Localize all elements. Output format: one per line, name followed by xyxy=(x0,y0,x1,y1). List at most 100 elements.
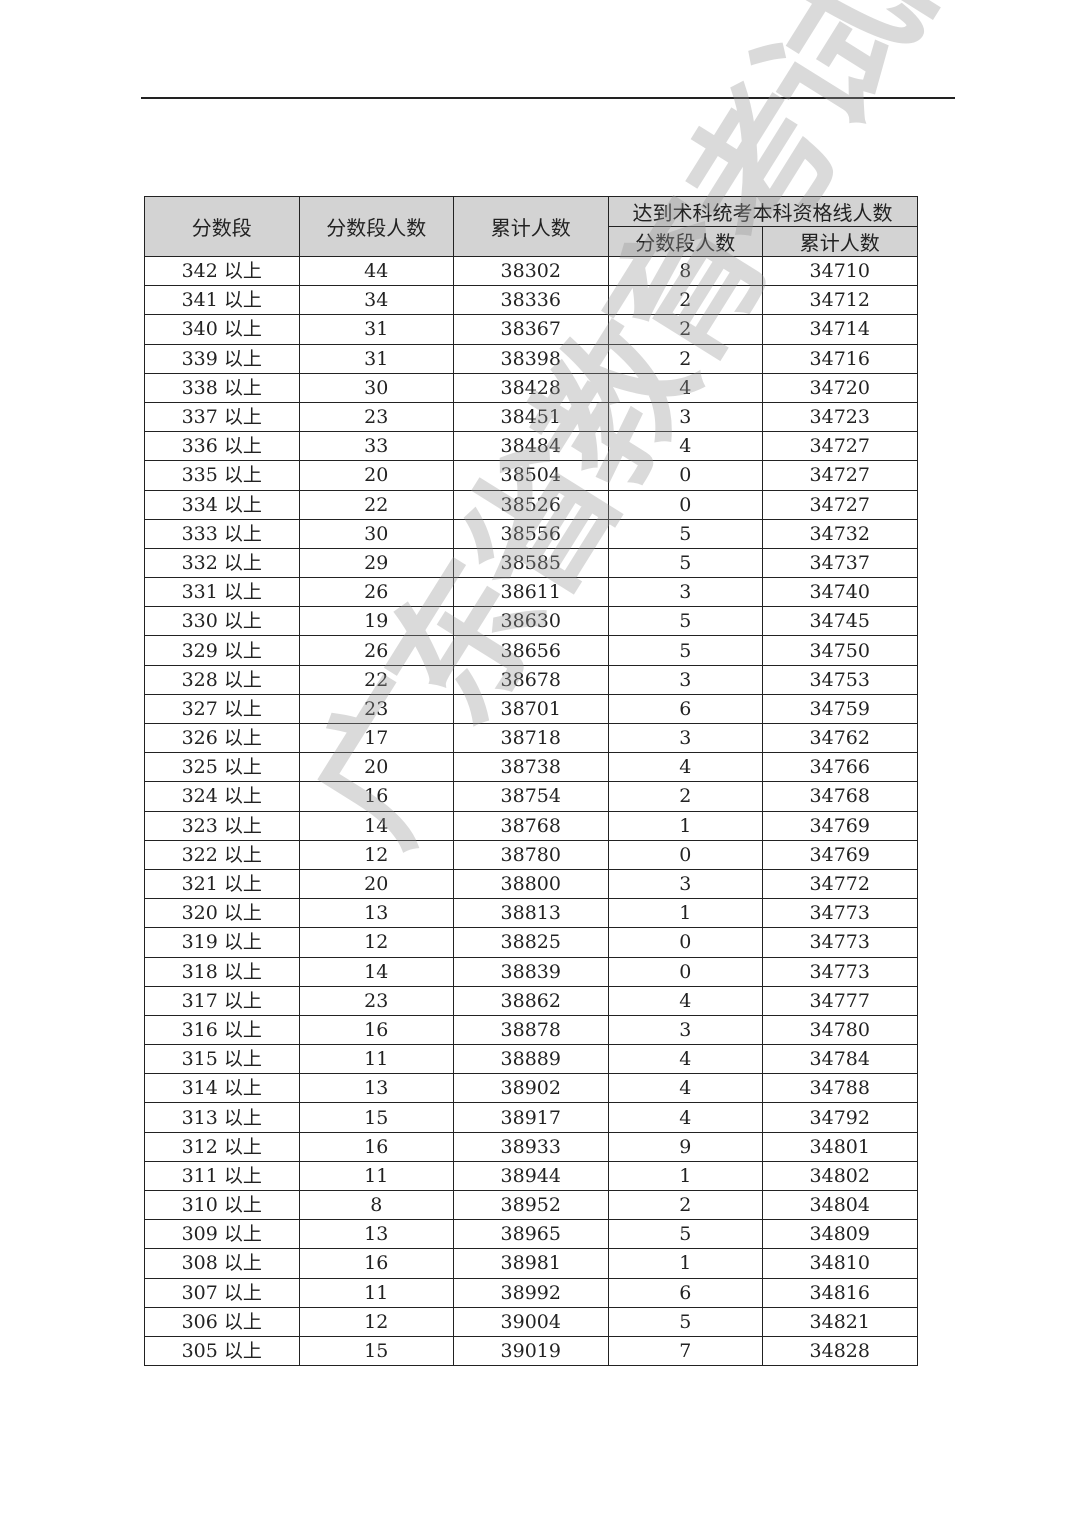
score-band-cell: 320 以上 xyxy=(144,898,300,929)
qualified-cumulative-cell: 34772 xyxy=(762,868,918,900)
cumulative-cell: 38398 xyxy=(453,343,609,374)
qualified-band-count-cell: 0 xyxy=(607,460,763,491)
table-row: 341 以上 34 38336 2 34712 xyxy=(144,285,918,316)
band-count-cell: 14 xyxy=(298,956,454,987)
col-header-band-count: 分数段人数 xyxy=(298,196,454,257)
band-count-cell: 22 xyxy=(298,489,454,520)
qualified-cumulative-cell: 34769 xyxy=(762,810,918,841)
band-count-cell: 30 xyxy=(298,372,454,403)
table-row: 316 以上 16 38878 3 34780 xyxy=(144,1014,918,1046)
qualified-cumulative-cell: 34828 xyxy=(762,1335,918,1367)
band-count-cell: 26 xyxy=(298,577,454,608)
score-band-cell: 314 以上 xyxy=(144,1073,300,1104)
qualified-band-count-cell: 3 xyxy=(607,868,763,900)
band-count-cell: 11 xyxy=(298,1160,454,1192)
score-band-cell: 340 以上 xyxy=(144,314,300,345)
qualified-band-count-cell: 4 xyxy=(607,1073,763,1104)
cumulative-cell: 38585 xyxy=(453,547,609,579)
score-band-cell: 322 以上 xyxy=(144,839,300,870)
cumulative-cell: 38754 xyxy=(453,781,609,812)
score-band-cell: 313 以上 xyxy=(144,1102,300,1133)
table-row: 335 以上 20 38504 0 34727 xyxy=(144,460,918,491)
cumulative-cell: 38451 xyxy=(453,401,609,433)
band-count-cell: 44 xyxy=(298,255,454,287)
table-row: 314 以上 13 38902 4 34788 xyxy=(144,1073,918,1104)
cumulative-cell: 38428 xyxy=(453,372,609,403)
qualified-band-count-cell: 2 xyxy=(607,285,763,316)
qualified-cumulative-cell: 34788 xyxy=(762,1073,918,1104)
score-band-cell: 338 以上 xyxy=(144,372,300,403)
cumulative-cell: 38780 xyxy=(453,839,609,870)
qualified-band-count-cell: 5 xyxy=(607,1219,763,1250)
band-count-cell: 16 xyxy=(298,781,454,812)
cumulative-cell: 38718 xyxy=(453,722,609,754)
qualified-band-count-cell: 0 xyxy=(607,489,763,520)
qualified-band-count-cell: 0 xyxy=(607,839,763,870)
band-count-cell: 13 xyxy=(298,1219,454,1250)
table-row: 307 以上 11 38992 6 34816 xyxy=(144,1277,918,1308)
cumulative-cell: 38952 xyxy=(453,1189,609,1221)
qualified-cumulative-cell: 34762 xyxy=(762,722,918,754)
cumulative-cell: 38825 xyxy=(453,927,609,958)
cumulative-cell: 38902 xyxy=(453,1073,609,1104)
table-row: 323 以上 14 38768 1 34769 xyxy=(144,810,918,841)
cumulative-cell: 39019 xyxy=(453,1335,609,1367)
qualified-band-count-cell: 3 xyxy=(607,401,763,433)
qualified-cumulative-cell: 34773 xyxy=(762,927,918,958)
band-count-cell: 13 xyxy=(298,898,454,929)
score-band-cell: 342 以上 xyxy=(144,255,300,287)
table-body: 342 以上 44 38302 8 34710 341 以上 34 38336 2 34712 34… xyxy=(144,255,918,1367)
table-row: 322 以上 12 38780 0 34769 xyxy=(144,839,918,870)
qualified-cumulative-cell: 34777 xyxy=(762,985,918,1016)
score-band-cell: 330 以上 xyxy=(144,606,300,637)
cumulative-cell: 38738 xyxy=(453,752,609,783)
score-band-cell: 332 以上 xyxy=(144,547,300,579)
qualified-band-count-cell: 1 xyxy=(607,810,763,841)
qualified-band-count-cell: 4 xyxy=(607,1044,763,1075)
qualified-cumulative-cell: 34710 xyxy=(762,255,918,287)
score-band-cell: 315 以上 xyxy=(144,1044,300,1075)
band-count-cell: 22 xyxy=(298,664,454,695)
table-row: 309 以上 13 38965 5 34809 xyxy=(144,1219,918,1250)
score-band-cell: 321 以上 xyxy=(144,868,300,900)
cumulative-cell: 38981 xyxy=(453,1248,609,1279)
band-count-cell: 14 xyxy=(298,810,454,841)
qualified-cumulative-cell: 34723 xyxy=(762,401,918,433)
qualified-cumulative-cell: 34816 xyxy=(762,1277,918,1308)
table-row: 332 以上 29 38585 5 34737 xyxy=(144,547,918,579)
qualified-band-count-cell: 3 xyxy=(607,577,763,608)
band-count-cell: 31 xyxy=(298,314,454,345)
table-row: 319 以上 12 38825 0 34773 xyxy=(144,927,918,958)
col-header-score-band: 分数段 xyxy=(144,196,300,257)
qualified-cumulative-cell: 34769 xyxy=(762,839,918,870)
score-band-cell: 319 以上 xyxy=(144,927,300,958)
qualified-cumulative-cell: 34727 xyxy=(762,489,918,520)
score-band-cell: 309 以上 xyxy=(144,1219,300,1250)
qualified-cumulative-cell: 34780 xyxy=(762,1014,918,1046)
table-row: 326 以上 17 38718 3 34762 xyxy=(144,722,918,754)
qualified-cumulative-cell: 34759 xyxy=(762,693,918,725)
band-count-cell: 30 xyxy=(298,518,454,549)
score-band-cell: 329 以上 xyxy=(144,635,300,666)
col-group-header-qualified: 达到术科统考本科资格线人数 xyxy=(607,196,918,227)
score-band-cell: 317 以上 xyxy=(144,985,300,1016)
qualified-cumulative-cell: 34732 xyxy=(762,518,918,549)
table-row: 324 以上 16 38754 2 34768 xyxy=(144,781,918,812)
qualified-cumulative-cell: 34737 xyxy=(762,547,918,579)
cumulative-cell: 38862 xyxy=(453,985,609,1016)
score-band-cell: 333 以上 xyxy=(144,518,300,549)
score-band-cell: 335 以上 xyxy=(144,460,300,491)
score-band-cell: 310 以上 xyxy=(144,1189,300,1221)
qualified-band-count-cell: 4 xyxy=(607,985,763,1016)
score-band-cell: 326 以上 xyxy=(144,722,300,754)
band-count-cell: 23 xyxy=(298,985,454,1016)
qualified-cumulative-cell: 34792 xyxy=(762,1102,918,1133)
qualified-cumulative-cell: 34766 xyxy=(762,752,918,783)
table-row: 336 以上 33 38484 4 34727 xyxy=(144,431,918,462)
band-count-cell: 11 xyxy=(298,1044,454,1075)
qualified-band-count-cell: 5 xyxy=(607,635,763,666)
table-row: 330 以上 19 38630 5 34745 xyxy=(144,606,918,637)
band-count-cell: 15 xyxy=(298,1335,454,1367)
band-count-cell: 17 xyxy=(298,722,454,754)
qualified-band-count-cell: 1 xyxy=(607,898,763,929)
